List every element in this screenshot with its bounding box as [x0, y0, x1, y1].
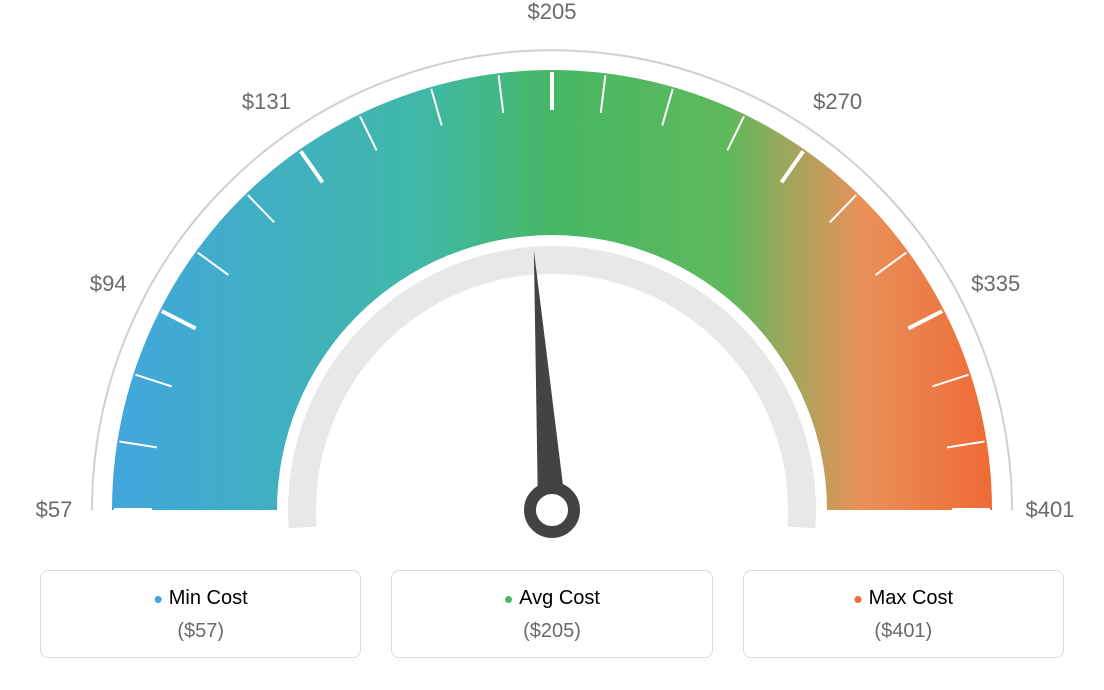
legend-title-max: •Max Cost — [754, 587, 1053, 610]
legend-title-max-text: Max Cost — [869, 587, 953, 609]
legend-title-min: •Min Cost — [51, 587, 350, 610]
gauge-tick-label: $94 — [90, 271, 127, 297]
legend-dot-min: • — [154, 584, 163, 614]
gauge-tick-label: $335 — [971, 271, 1020, 297]
gauge-tick-label: $205 — [528, 0, 577, 25]
gauge-chart: $57 $94 $131 $205 $270 $335 $401 — [0, 0, 1104, 560]
gauge-tick-label: $57 — [36, 497, 73, 523]
legend-title-avg-text: Avg Cost — [519, 587, 600, 609]
gauge-tick-label: $401 — [1026, 497, 1075, 523]
legend-value-max: ($401) — [754, 620, 1053, 643]
gauge-tick-label: $131 — [242, 89, 291, 115]
gauge-tick-label: $270 — [813, 89, 862, 115]
legend-card-avg: •Avg Cost ($205) — [391, 570, 712, 658]
legend-title-min-text: Min Cost — [169, 587, 248, 609]
legend-value-avg: ($205) — [402, 620, 701, 643]
gauge-svg — [0, 0, 1104, 560]
legend-card-min: •Min Cost ($57) — [40, 570, 361, 658]
legend-value-min: ($57) — [51, 620, 350, 643]
legend-card-max: •Max Cost ($401) — [743, 570, 1064, 658]
legend-dot-avg: • — [504, 584, 513, 614]
legend-dot-max: • — [854, 584, 863, 614]
legend-title-avg: •Avg Cost — [402, 587, 701, 610]
legend-row: •Min Cost ($57) •Avg Cost ($205) •Max Co… — [0, 570, 1104, 658]
